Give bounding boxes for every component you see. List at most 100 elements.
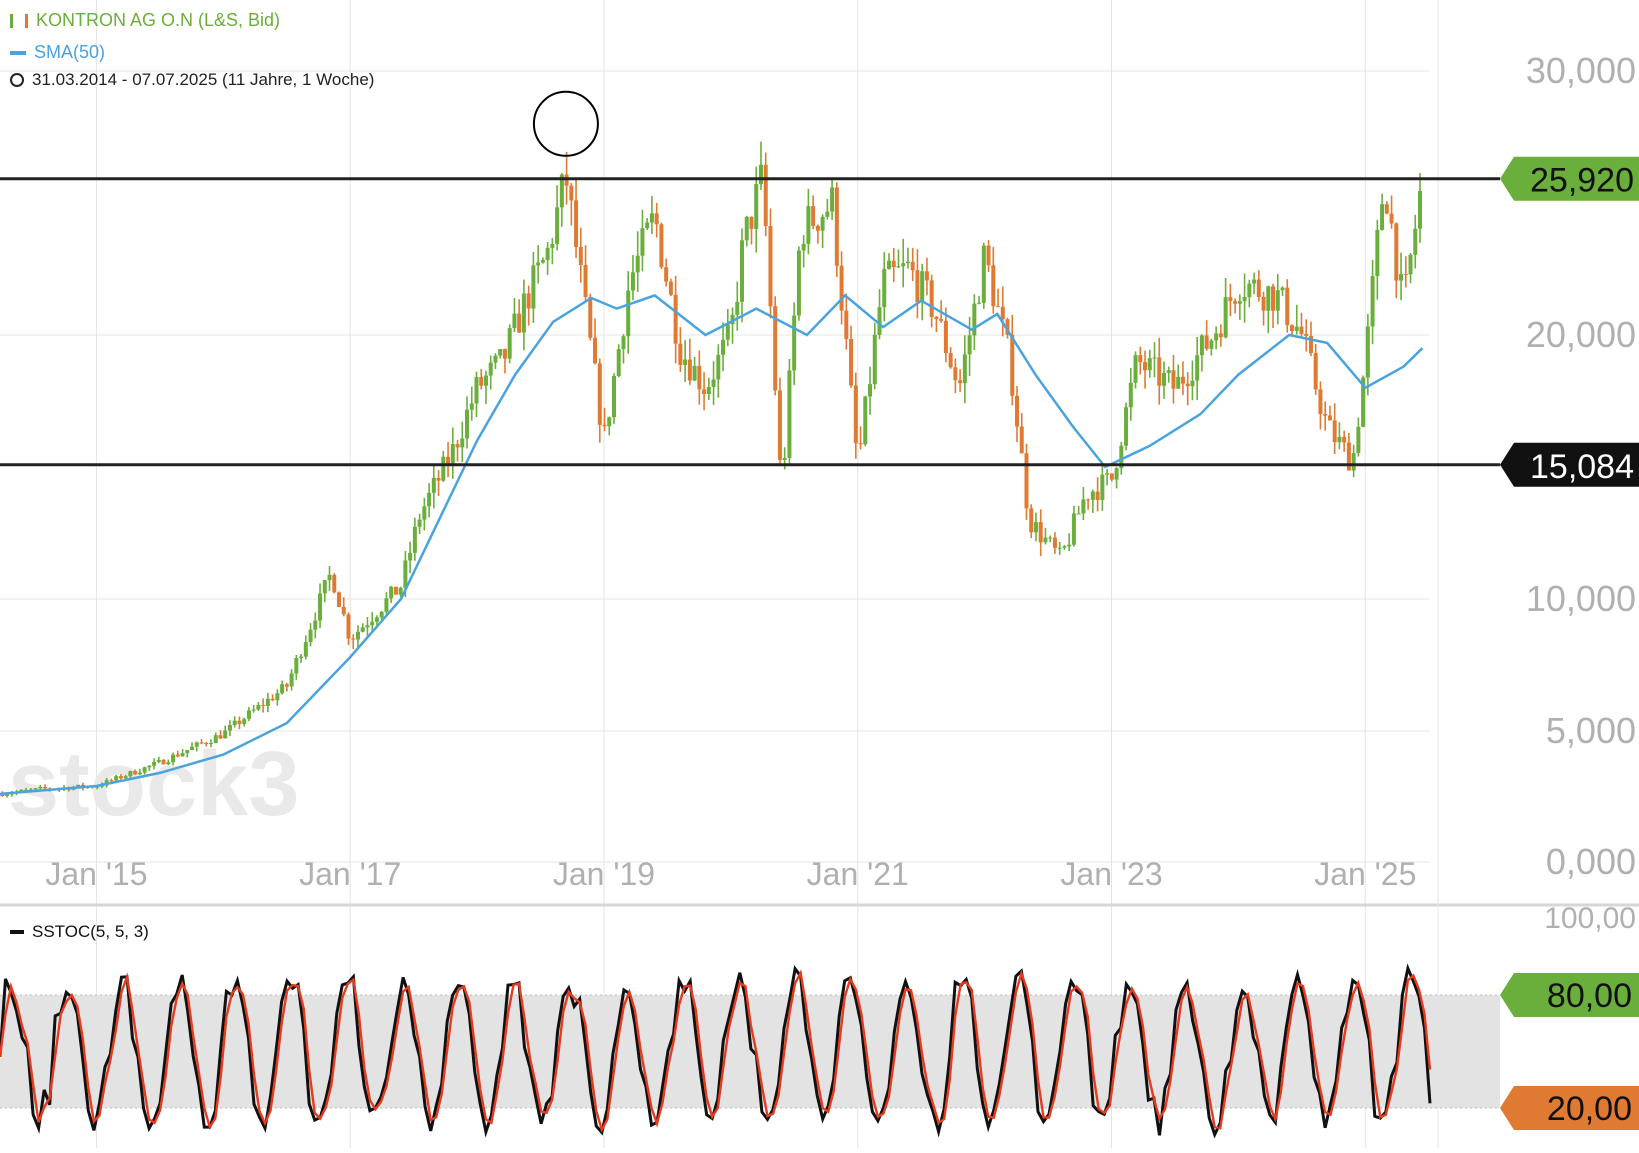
candle-body xyxy=(109,780,114,782)
candle-body xyxy=(1337,436,1342,443)
candle-body xyxy=(664,267,669,282)
candle-body xyxy=(403,560,408,588)
candle-body xyxy=(1332,420,1337,443)
candle-body xyxy=(1052,537,1057,548)
band-tag xyxy=(1500,1086,1639,1130)
x-tick-label: Jan '19 xyxy=(553,856,655,892)
candle-body xyxy=(929,280,934,317)
candle-body xyxy=(318,593,323,621)
candle-body xyxy=(1143,362,1148,371)
candle-body xyxy=(28,789,33,791)
level-tag-label: 15,084 xyxy=(1530,448,1634,486)
candle-body xyxy=(716,354,721,380)
candle-body xyxy=(943,320,948,354)
candle-body xyxy=(602,424,607,427)
candles xyxy=(0,141,1423,798)
candle-body xyxy=(659,224,664,268)
candle-body xyxy=(1266,286,1271,311)
candle-body xyxy=(507,328,512,359)
candle-body xyxy=(853,385,858,444)
candle-body xyxy=(996,306,1001,308)
candle-body xyxy=(735,301,740,315)
candle-body xyxy=(208,743,213,745)
candle-body xyxy=(227,725,232,731)
candle-body xyxy=(422,506,427,520)
candle-body xyxy=(521,293,526,333)
candle-body xyxy=(787,370,792,458)
candle-body xyxy=(1114,468,1119,480)
legend-sma: SMA(50) xyxy=(10,42,105,63)
candle-body xyxy=(540,260,545,263)
candle-body xyxy=(953,367,958,381)
candle-body xyxy=(834,187,839,266)
candle-body xyxy=(166,762,171,765)
candle-body xyxy=(251,709,256,711)
candle-body xyxy=(294,658,299,674)
candle-body xyxy=(597,363,602,425)
band-tag-label: 80,00 xyxy=(1547,977,1632,1015)
candle-body xyxy=(569,185,574,201)
candle-body xyxy=(289,673,294,687)
candle-body xyxy=(1105,473,1110,475)
candle-body xyxy=(924,271,929,281)
candle-body xyxy=(370,621,375,626)
candle-body xyxy=(1413,228,1418,255)
candle-body xyxy=(337,592,342,607)
candle-body xyxy=(782,457,787,460)
candle-body xyxy=(1195,355,1200,381)
candle-body xyxy=(1204,335,1209,349)
candle-body xyxy=(593,337,598,364)
candle-body xyxy=(792,315,797,371)
candle-body xyxy=(431,477,436,493)
candle-body xyxy=(545,247,550,261)
candle-body xyxy=(1109,473,1114,480)
candle-body xyxy=(626,290,631,337)
oscillator-panel: 100,00 80,00 20,00 xyxy=(0,902,1639,1139)
candle-body xyxy=(702,389,707,394)
candle-body xyxy=(128,771,133,777)
candle-body xyxy=(223,730,228,739)
candle-body xyxy=(863,396,868,445)
peak-highlight-circle xyxy=(532,90,599,157)
candle-body xyxy=(1237,301,1242,304)
candle-body xyxy=(934,316,939,320)
candle-body xyxy=(1166,370,1171,373)
level-tag-label: 25,920 xyxy=(1530,162,1634,200)
candle-body xyxy=(977,302,982,304)
candle-body xyxy=(536,262,541,266)
candle-body xyxy=(948,353,953,368)
candle-body xyxy=(1071,513,1076,545)
candle-body xyxy=(261,704,266,706)
candle-body xyxy=(398,587,403,595)
candle-body xyxy=(133,771,138,775)
candle-body xyxy=(1038,522,1043,543)
candle-body xyxy=(811,206,816,226)
candle-body xyxy=(322,580,327,594)
candle-body xyxy=(502,349,507,359)
candle-body xyxy=(1147,358,1152,371)
candle-body xyxy=(1327,415,1332,421)
candle-body xyxy=(1199,335,1204,356)
candle-body xyxy=(346,614,351,639)
candle-body xyxy=(1290,325,1295,331)
range-label: 31.03.2014 - 07.07.2025 (11 Jahre, 1 Woc… xyxy=(32,70,375,89)
candle-body xyxy=(237,720,242,725)
candle-body xyxy=(341,606,346,615)
candle-body xyxy=(33,788,38,790)
candle-body xyxy=(1342,436,1347,443)
candle-body xyxy=(1043,537,1048,543)
candle-body xyxy=(725,324,730,340)
candle-body xyxy=(1285,287,1290,326)
candle-body xyxy=(958,380,963,384)
level-tag xyxy=(1500,156,1639,201)
candle-body xyxy=(972,303,977,336)
candle-body xyxy=(171,754,176,763)
candle-body xyxy=(920,271,925,303)
candle-body xyxy=(616,349,621,377)
candle-body xyxy=(1062,546,1067,548)
candle-body xyxy=(858,443,863,445)
candle-body xyxy=(275,693,280,701)
candle-body xyxy=(1304,333,1309,336)
candlestick-icon xyxy=(10,13,28,28)
